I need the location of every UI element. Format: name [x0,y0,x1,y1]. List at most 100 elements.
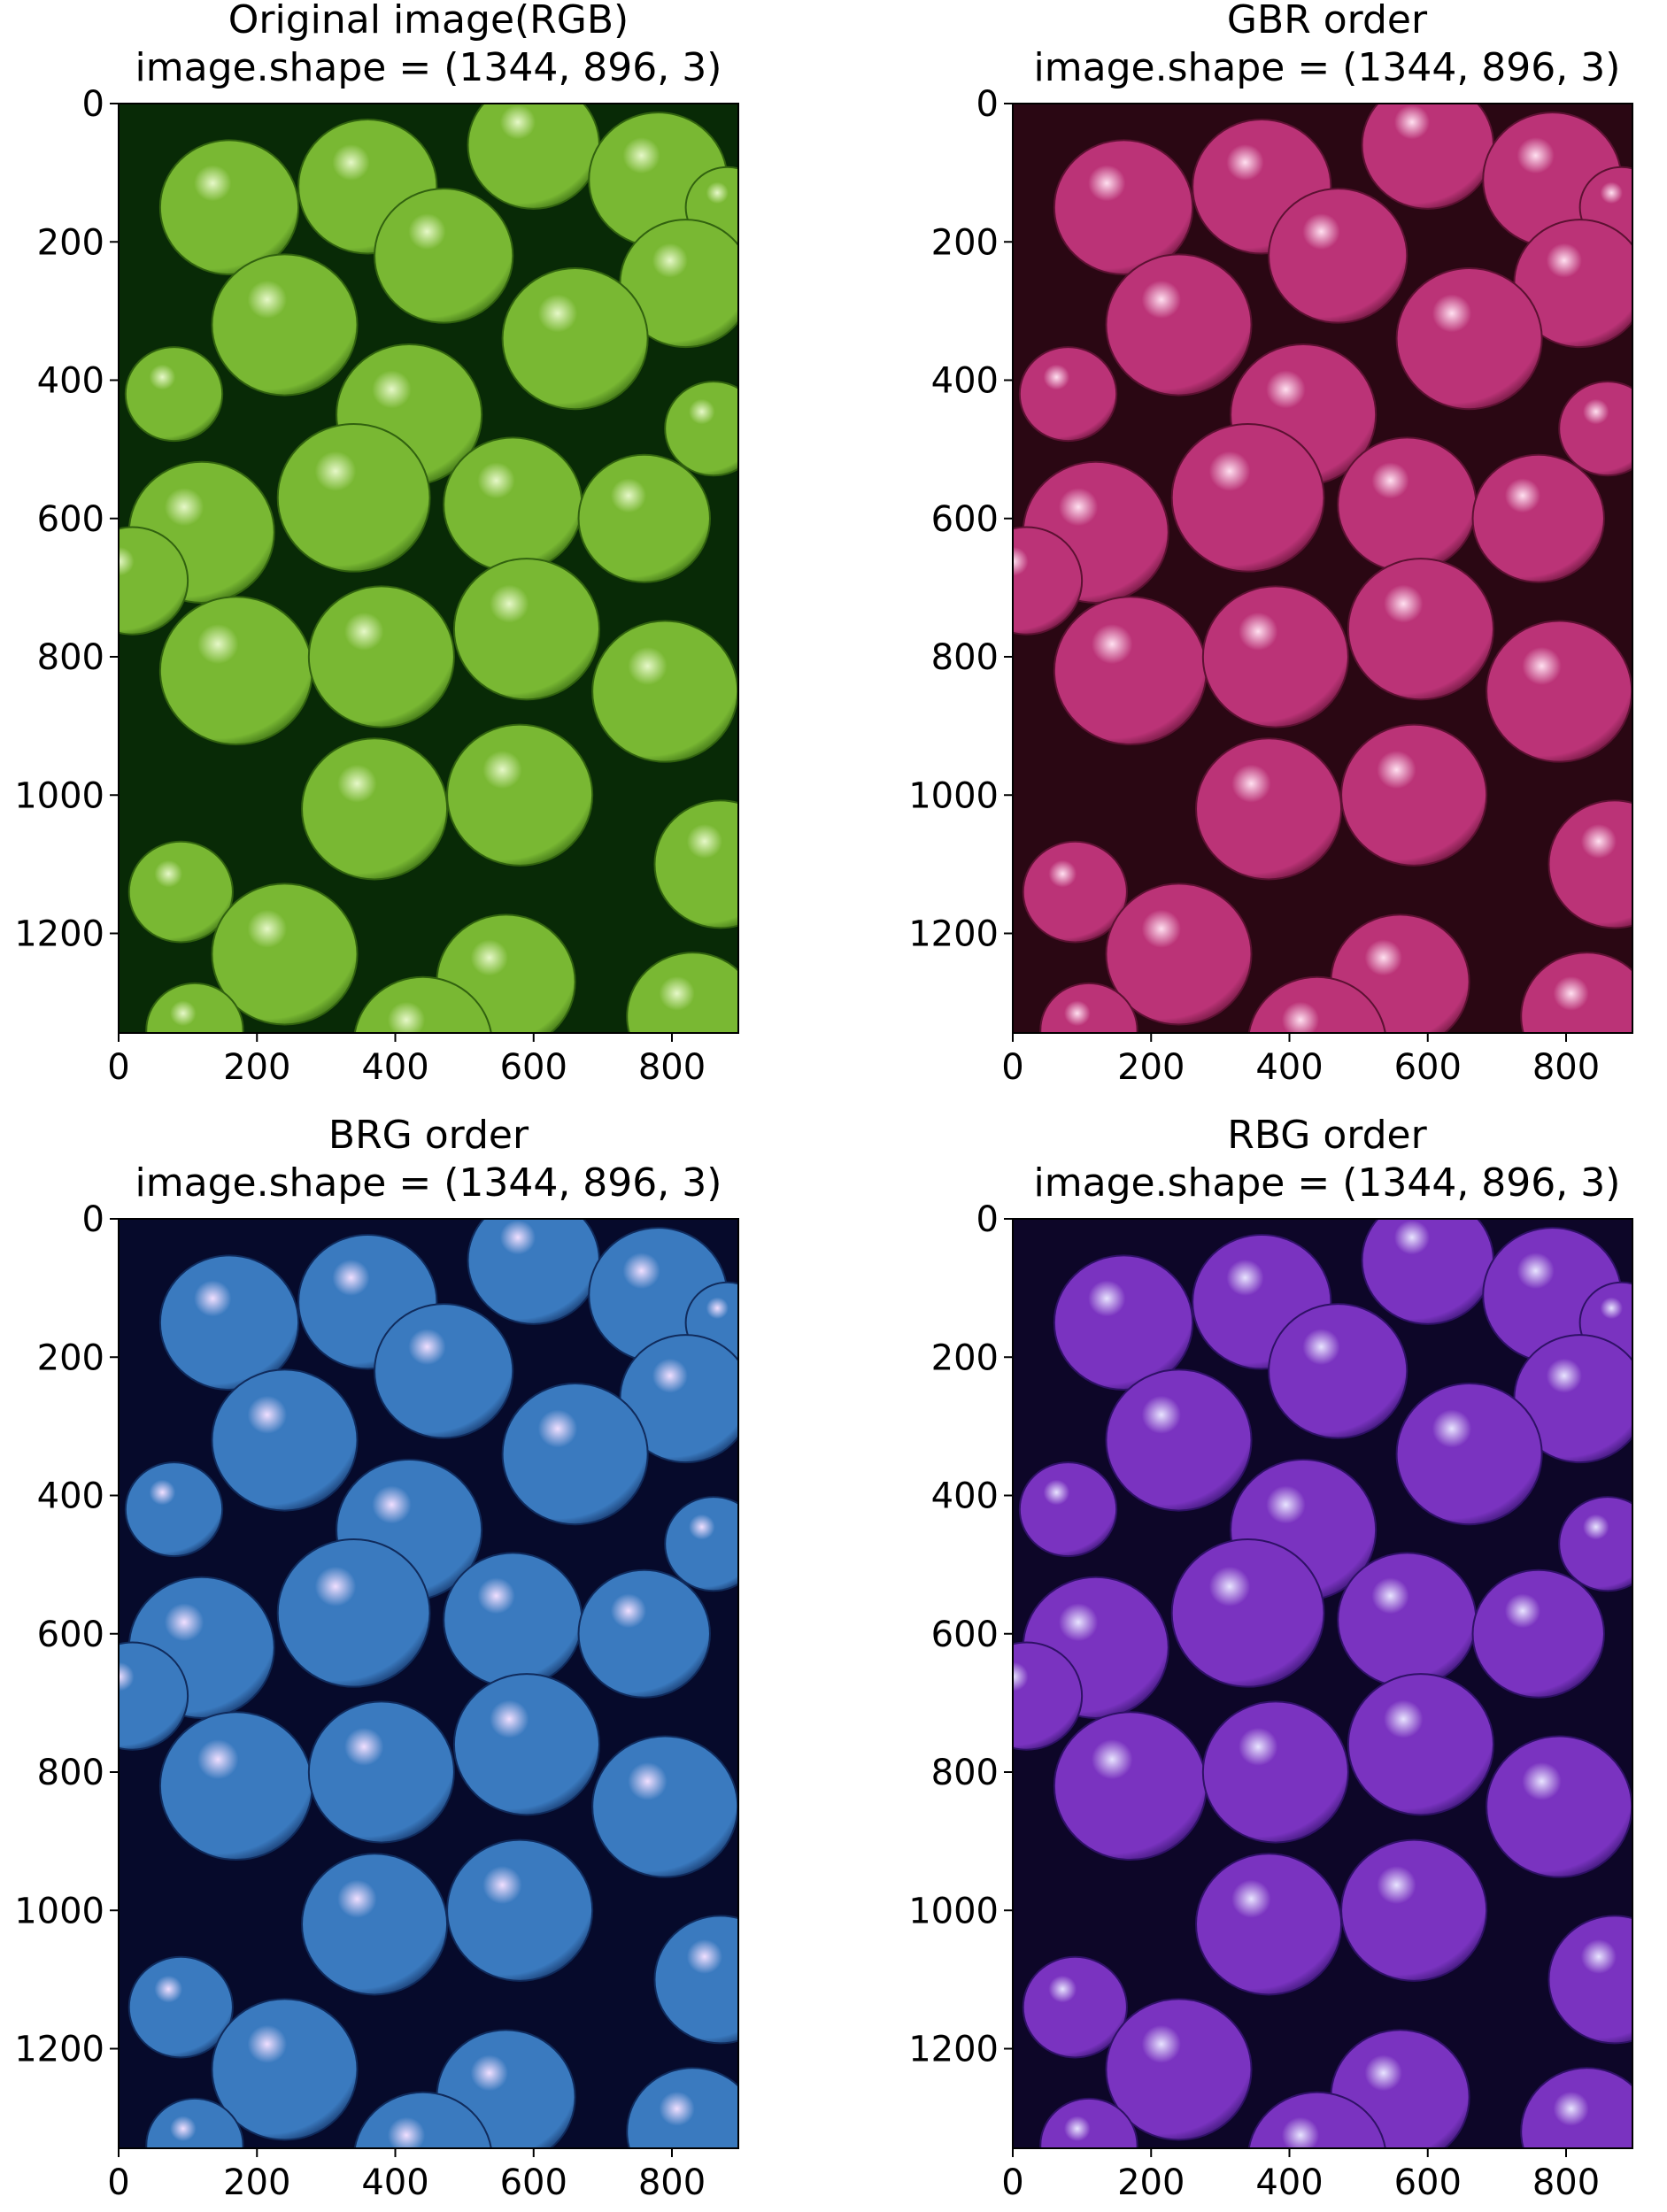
pea [158,1711,313,1861]
pea [467,104,600,210]
y-tick-label: 200 [37,222,104,263]
y-tick-label: 800 [37,637,104,678]
pea [158,1254,300,1391]
panel-3-title: BRG order image.shape = (1344, 896, 3) [119,1112,738,1207]
panel-brg-order: 0 200 400 600 800 1000 1200 0 200 400 600 800 [14,1199,739,2203]
panel-3-title-line1: BRG order [328,1113,529,1158]
axes-frame [1012,103,1633,1034]
y-tick-label: 0 [82,84,104,125]
y-tick-label: 1000 [908,1891,999,1931]
x-tick-label: 600 [1394,1047,1462,1088]
pea [501,1383,649,1526]
pea [1053,139,1194,275]
pea [653,799,738,929]
pea [653,1915,738,2045]
pea [1268,188,1408,324]
x-tick-label: 800 [1532,2162,1600,2203]
x-tick-label: 0 [107,2162,129,2203]
pea [1340,723,1488,867]
pea [1018,346,1118,443]
pea [1195,737,1343,881]
y-tick-label: 600 [37,1615,104,1655]
pea [211,1998,359,2141]
pea [1022,1955,1128,2059]
y-tick-label: 200 [931,222,999,263]
pea [276,422,431,573]
pea [1022,840,1128,944]
pea [1201,585,1349,728]
y-tick-label: 600 [37,499,104,540]
pea [1558,1496,1632,1592]
pea [591,1735,738,1878]
y-tick-label: 1200 [14,2030,104,2070]
panel-3-title-line2: image.shape = (1344, 896, 3) [135,1160,722,1206]
pea [1105,1368,1253,1512]
pea [1013,1641,1084,1751]
y-tick-label: 200 [931,1337,999,1378]
y-tick-label: 400 [931,1476,999,1517]
pea [452,558,600,701]
pea [1395,267,1543,411]
x-tick-label: 800 [638,2162,706,2203]
pea [1039,982,1138,1033]
panel-4-title: RBG order image.shape = (1344, 896, 3) [1017,1112,1637,1207]
pea [1105,882,1253,1026]
x-tick-label: 0 [107,1047,129,1088]
x-tick-label: 200 [223,1047,290,1088]
pea [1053,1711,1208,1861]
image-area [119,1219,738,2148]
pea [443,436,583,573]
pea [1361,1219,1494,1325]
y-tick-label: 600 [931,1615,999,1655]
pea [577,1568,711,1699]
y-tick-label: 800 [37,1753,104,1793]
x-tick-label: 400 [361,2162,428,2203]
panel-4-title-line1: RBG order [1227,1113,1427,1158]
pea [446,723,594,867]
pea [1520,2067,1632,2148]
y-tick-label: 0 [976,84,999,125]
y-tick-label: 1200 [14,914,104,955]
pea [353,975,492,1033]
panel-2-title: GBR order image.shape = (1344, 896, 3) [1017,0,1637,92]
pea [664,1496,738,1592]
pea [1347,1673,1494,1816]
x-tick-label: 400 [1255,2162,1323,2203]
image-area [119,104,738,1033]
panel-original-rgb: 0 200 400 600 800 1000 1200 0 200 400 600 800 [14,84,739,1088]
pea [577,453,711,583]
pea [307,1700,455,1844]
pea [301,737,449,881]
pea [127,1955,234,2059]
x-tick-label: 800 [638,1047,706,1088]
pea [127,840,234,944]
pea [158,596,313,745]
image-area [1013,1219,1632,2148]
panel-1-title-line1: Original image(RGB) [228,0,629,42]
pea [452,1673,600,1816]
pea [374,188,514,324]
panel-4-title-line2: image.shape = (1344, 896, 3) [1033,1160,1621,1206]
pea [124,1461,224,1558]
pea [145,2097,244,2148]
pea [1337,1552,1478,1688]
pea [1247,975,1386,1033]
y-tick-label: 1000 [14,775,104,816]
pea [1018,1461,1118,1558]
axes-frame [118,1218,739,2149]
x-tick-label: 800 [1532,1047,1600,1088]
pea [119,526,189,636]
pea [158,139,300,275]
pea [626,952,738,1033]
pea [591,620,738,763]
pea [1547,799,1632,929]
panel-1-title-line2: image.shape = (1344, 896, 3) [135,45,722,90]
pea [145,982,244,1033]
pea [1170,1538,1325,1688]
pea [211,1368,359,1512]
x-tick-label: 200 [223,2162,290,2203]
pea [1268,1303,1408,1439]
pea [664,381,738,477]
x-tick-label: 0 [1001,1047,1023,1088]
pea [1340,1838,1488,1982]
